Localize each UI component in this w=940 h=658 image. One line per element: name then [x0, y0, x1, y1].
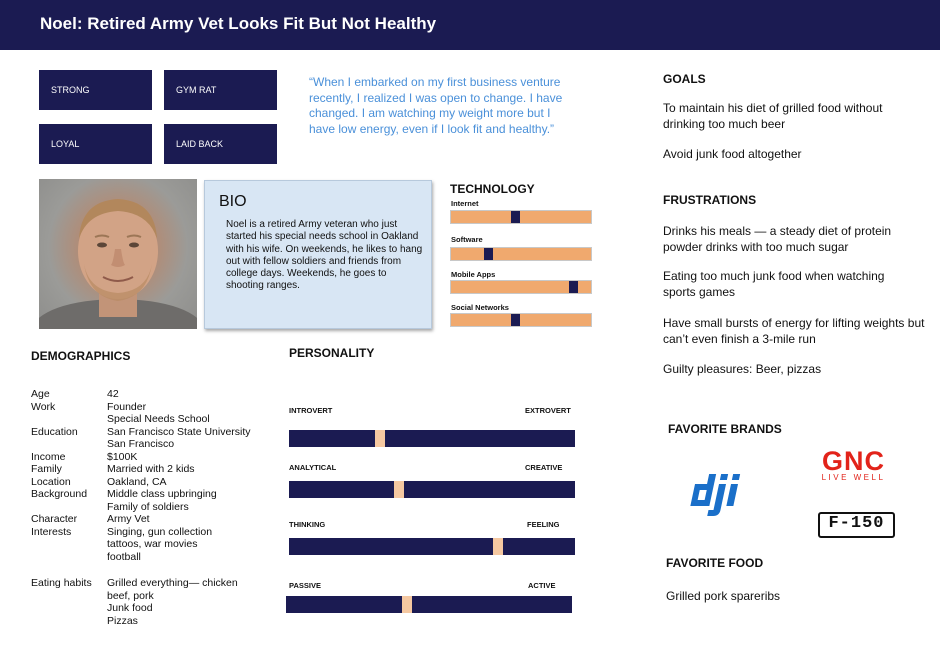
- personality-left-label: ANALYTICAL: [289, 463, 337, 472]
- bio-title: BIO: [219, 193, 247, 210]
- gnc-logo-subtext: LIVE WELL: [821, 473, 886, 482]
- eating-habits-value: Junk food: [107, 602, 153, 614]
- tech-label-software: Software: [451, 235, 483, 244]
- eating-habits-label: Eating habits: [31, 577, 92, 589]
- bio-card: BIO Noel is a retired Army veteran who j…: [204, 180, 432, 329]
- tech-label-mobile-apps: Mobile Apps: [451, 270, 496, 279]
- tech-bar-mobile-apps: [450, 280, 592, 294]
- eating-habits-value: Pizzas: [107, 614, 138, 627]
- personality-bar-passive-active: [286, 596, 572, 613]
- personality-marker: [493, 538, 503, 555]
- personality-marker: [375, 430, 385, 447]
- personality-marker: [394, 481, 404, 498]
- eating-habits-value: beef, pork: [107, 589, 154, 602]
- demographics-value: Army Vet: [107, 513, 150, 525]
- header-banner: Noel: Retired Army Vet Looks Fit But Not…: [0, 0, 940, 50]
- personality-bar-analytical-creative: [289, 481, 575, 498]
- personality-left-label: THINKING: [289, 520, 326, 529]
- demographics-value: Family of soldiers: [107, 500, 189, 513]
- demographics-value: Married with 2 kids: [107, 463, 195, 475]
- personality-marker: [402, 596, 412, 613]
- technology-title: TECHNOLOGY: [450, 182, 535, 196]
- demographics-label: Interests: [31, 525, 72, 538]
- demographics-value: football: [107, 550, 141, 563]
- personality-right-label: CREATIVE: [525, 463, 563, 472]
- trait-strong: STRONG: [39, 70, 152, 110]
- gnc-logo: GNC LIVE WELL: [811, 446, 896, 483]
- demographics-value: $100K: [107, 450, 138, 463]
- tech-marker-social-networks: [511, 314, 520, 326]
- frustrations-title: FRUSTRATIONS: [663, 193, 757, 207]
- frustration-item: Guilty pleasures: Beer, pizzas: [663, 362, 822, 376]
- demographics-title: DEMOGRAPHICS: [31, 349, 131, 363]
- demographics-label: Income: [31, 450, 66, 463]
- brands-title: FAVORITE BRANDS: [668, 422, 782, 436]
- goal-item: To maintain his diet of grilled food wit…: [663, 101, 883, 131]
- personality-right-label: EXTROVERT: [525, 406, 571, 415]
- frustration-item: Drinks his meals — a steady diet of prot…: [663, 224, 892, 254]
- tech-label-social-networks: Social Networks: [451, 303, 509, 312]
- personality-title: PERSONALITY: [289, 346, 375, 360]
- tech-bar-software: [450, 247, 592, 261]
- eating-habits-value: Grilled everything— chicken: [107, 577, 238, 589]
- demographics-value: Special Needs School: [107, 413, 210, 425]
- persona-photo: [39, 179, 197, 329]
- demographics-value: Oakland, CA: [107, 475, 167, 488]
- personality-bar-thinking-feeling: [289, 538, 575, 555]
- demographics-label: Education: [31, 425, 78, 438]
- trait-loyal: LOYAL: [39, 124, 152, 164]
- demographics-label: Background: [31, 488, 88, 500]
- personality-left-label: PASSIVE: [289, 581, 321, 590]
- gnc-logo-text: GNC: [822, 446, 885, 476]
- frustration-item: Eating too much junk food when watching …: [663, 269, 885, 299]
- personality-bar-introvert-extrovert: [289, 430, 575, 447]
- demographics-value: Singing, gun collection: [107, 525, 213, 538]
- favorite-food: Grilled pork spareribs: [666, 589, 781, 603]
- demographics-label: Age: [31, 388, 50, 400]
- tech-label-internet: Internet: [451, 199, 479, 208]
- tech-marker-internet: [511, 211, 520, 223]
- demographics-label: Work: [31, 400, 56, 413]
- tech-bar-internet: [450, 210, 592, 224]
- demographics-value: San Francisco State University: [107, 425, 251, 438]
- demographics-label: Location: [31, 475, 71, 488]
- tech-marker-mobile-apps: [569, 281, 578, 293]
- bio-text: Noel is a retired Army veteran who just …: [226, 219, 423, 292]
- f150-logo: F-150: [818, 512, 895, 538]
- personality-left-label: INTROVERT: [289, 406, 333, 415]
- dji-logo: [684, 470, 762, 518]
- demographics-value: San Francisco: [107, 438, 175, 450]
- demographics-value: Middle class upbringing: [107, 488, 217, 500]
- frustration-item: Have small bursts of energy for lifting …: [663, 316, 925, 346]
- demographics-value: Founder: [107, 400, 147, 413]
- personality-right-label: FEELING: [527, 520, 560, 529]
- demographics-label: Family: [31, 463, 62, 475]
- food-title: FAVORITE FOOD: [666, 556, 764, 570]
- goals-title: GOALS: [663, 72, 706, 86]
- tech-marker-software: [484, 248, 493, 260]
- persona-quote: “When I embarked on my first business ve…: [309, 75, 563, 136]
- trait-laid-back: LAID BACK: [164, 124, 277, 164]
- demographics-value: 42: [107, 388, 119, 400]
- page-title: Noel: Retired Army Vet Looks Fit But Not…: [40, 14, 437, 33]
- tech-bar-social-networks: [450, 313, 592, 327]
- demographics-label: Character: [31, 513, 78, 525]
- personality-right-label: ACTIVE: [528, 581, 556, 590]
- trait-gym-rat: GYM RAT: [164, 70, 277, 110]
- goal-item: Avoid junk food altogether: [663, 147, 802, 161]
- demographics-value: tattoos, war movies: [107, 538, 198, 550]
